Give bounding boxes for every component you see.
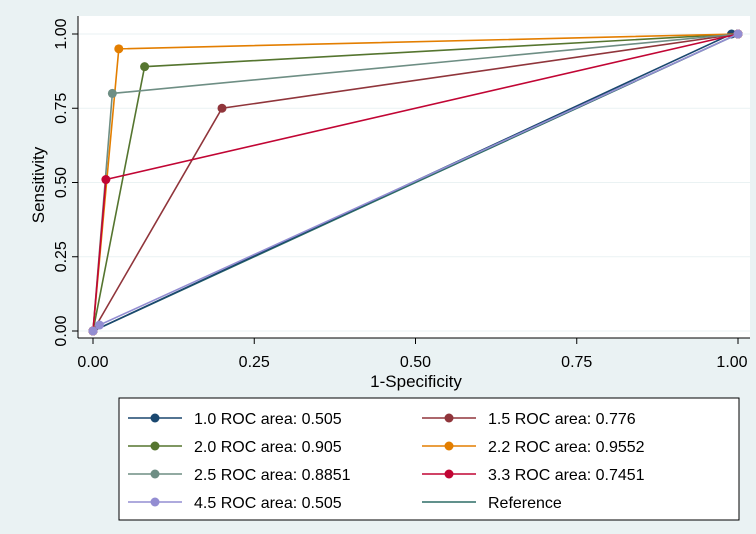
legend-label: 2.5 ROC area: 0.8851 [194,467,351,484]
legend: 1.0 ROC area: 0.505 1.5 ROC area: 0.776 2.… [128,411,645,512]
legend-label: 1.0 ROC area: 0.505 [194,411,342,428]
x-tick-label: 1.00 [716,354,747,371]
legend-item-reference: Reference [422,495,562,512]
x-tick-label: 0.25 [239,354,270,371]
y-tick-label: 0.00 [53,315,70,346]
legend-item: 4.5 ROC area: 0.505 [128,495,342,512]
y-tick-label: 1.00 [53,18,70,49]
legend-item: 1.0 ROC area: 0.505 [128,411,342,428]
data-point [107,88,117,98]
data-point [94,320,104,330]
x-axis-ticks: 0.00 0.25 0.50 0.75 1.00 [77,337,750,371]
legend-label: 4.5 ROC area: 0.505 [194,495,342,512]
y-tick-label: 0.50 [53,167,70,198]
data-point [88,326,98,336]
legend-label: 2.0 ROC area: 0.905 [194,439,342,456]
x-axis-label: 1-Specificity [370,372,462,391]
legend-label: 1.5 ROC area: 0.776 [488,411,636,428]
x-tick-label: 0.50 [400,354,431,371]
y-tick-label: 0.25 [53,241,70,272]
legend-item: 3.3 ROC area: 0.7451 [422,467,645,484]
data-point [140,62,150,72]
legend-marker [150,441,160,451]
data-point [217,103,227,113]
data-point [101,175,111,185]
series-lines [88,29,743,336]
legend-item: 1.5 ROC area: 0.776 [422,411,636,428]
legend-label: 2.2 ROC area: 0.9552 [488,439,645,456]
y-axis-label: Sensitivity [29,146,48,223]
legend-item: 2.0 ROC area: 0.905 [128,439,342,456]
x-tick-label: 0.75 [561,354,592,371]
y-axis-ticks: 0.00 0.25 0.50 0.75 1.00 [53,16,79,347]
legend-marker [150,469,160,479]
x-tick-label: 0.00 [77,354,108,371]
y-tick-label: 0.75 [53,93,70,124]
legend-marker [150,497,160,507]
data-point [733,29,743,39]
legend-label: Reference [488,495,562,512]
legend-item: 2.5 ROC area: 0.8851 [128,467,351,484]
data-point [114,44,124,54]
legend-marker [444,413,454,423]
legend-marker [444,441,454,451]
legend-label: 3.3 ROC area: 0.7451 [488,467,645,484]
legend-marker [444,469,454,479]
legend-item: 2.2 ROC area: 0.9552 [422,439,645,456]
legend-marker [150,413,160,423]
